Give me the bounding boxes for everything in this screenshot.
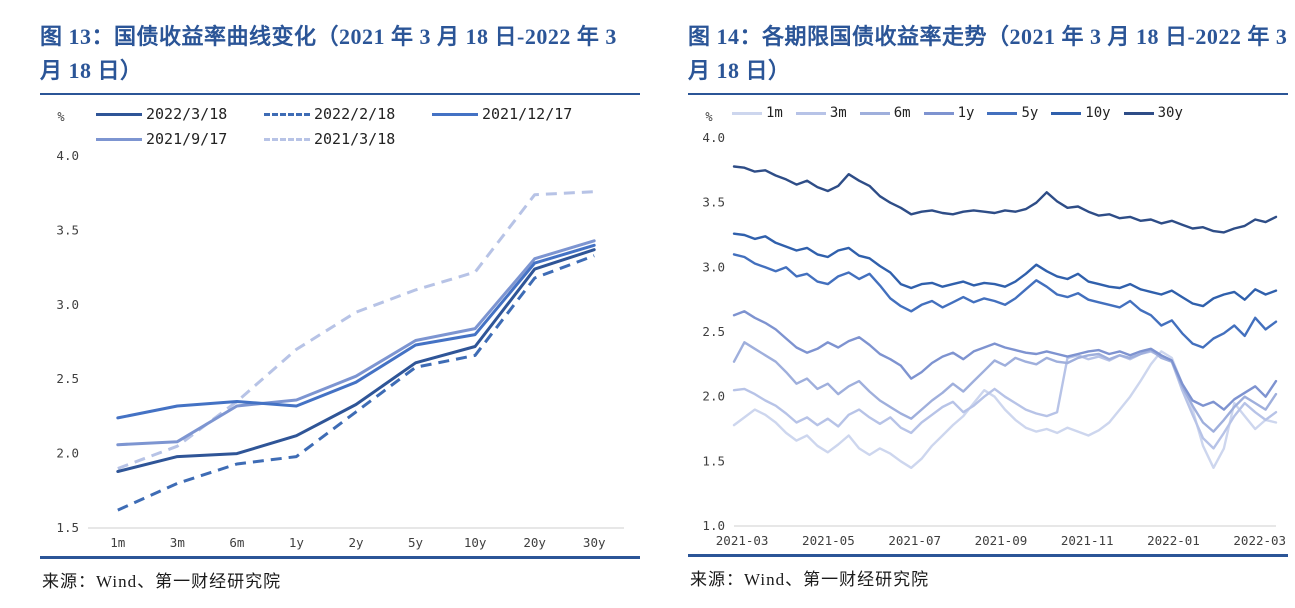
source-note: 来源：Wind、第一财经研究院 — [690, 570, 930, 590]
series-line-2022-2-18 — [117, 254, 595, 512]
series-line-5y — [732, 253, 1278, 349]
legend-label: 2021/12/17 — [482, 105, 573, 124]
legend-line-swatch — [987, 111, 1018, 115]
x-tick-label: 1y — [289, 535, 305, 550]
legend-line-swatch — [96, 137, 142, 141]
x-tick-label: 30y — [583, 535, 606, 550]
series-line-30y — [732, 165, 1278, 234]
legend-label: 5y — [1021, 105, 1039, 122]
legend-line-swatch — [1051, 111, 1082, 115]
legend-label: 1y — [957, 105, 975, 122]
title-divider — [40, 93, 640, 96]
y-tick-label: 2.0 — [56, 446, 79, 461]
series-line-10y — [732, 232, 1278, 308]
legend-item-2021-9-17: 2021/9/17 — [96, 130, 264, 148]
chart-title-figure13: 图 13：国债收益率曲线变化（2021 年 3 月 18 日-2022 年 3 … — [40, 24, 617, 84]
legend-label: 10y — [1085, 105, 1111, 122]
legend-line-swatch — [1123, 111, 1154, 115]
y-tick-label: 2.5 — [702, 324, 725, 339]
y-tick-label: 4.0 — [56, 148, 79, 163]
series-line-2021-12-17 — [116, 243, 596, 420]
y-tick-label: 3.0 — [56, 297, 79, 312]
y-axis-unit-label: % — [705, 110, 713, 125]
page: 图 13：国债收益率曲线变化（2021 年 3 月 18 日-2022 年 3 … — [40, 20, 1288, 592]
legend-line-swatch — [264, 137, 310, 141]
x-tick-label: 2y — [348, 535, 364, 550]
source-divider — [688, 554, 1288, 558]
x-tick-label: 2022-03 — [1233, 533, 1286, 548]
legend-item-5y: 5y — [987, 105, 1038, 121]
x-tick-label: 2021-05 — [802, 533, 855, 548]
legend-item-2021-3-18: 2021/3/18 — [264, 130, 432, 148]
legend-item-1m: 1m — [732, 105, 783, 121]
y-tick-label: 2.5 — [56, 371, 79, 386]
legend-label: 1m — [766, 105, 783, 122]
series-line-2022-3-18 — [116, 248, 596, 474]
x-tick-label: 6m — [229, 535, 244, 550]
x-tick-label: 2021-11 — [1061, 533, 1114, 548]
legend-line-swatch — [795, 111, 826, 115]
yield-trend-chart: 1.0 1.5 2.0 2.5 3.0 3.5 4.0 2021-03 2021-05 2021-… — [702, 130, 1286, 548]
legend-item-3m: 3m — [795, 105, 847, 122]
y-tick-label: 4.0 — [702, 130, 725, 145]
chart-legend: 1m 3m 6m 1y 5y 10y 30y — [730, 105, 1183, 121]
legend-line-swatch — [923, 111, 954, 115]
y-tick-label: 3.5 — [56, 223, 79, 238]
chart-panel-yield-curve: 图 13：国债收益率曲线变化（2021 年 3 月 18 日-2022 年 3 … — [40, 20, 640, 592]
x-tick-label: 2022-01 — [1147, 533, 1200, 548]
source-note: 来源：Wind、第一财经研究院 — [42, 572, 282, 592]
chart-header: % 1m 3m 6m 1y 5y 10y 30y — [688, 105, 1288, 124]
legend-line-swatch — [732, 111, 762, 115]
title-divider — [688, 93, 1288, 96]
legend-label: 6m — [893, 105, 911, 122]
x-tick-label: 2021-09 — [975, 533, 1028, 548]
y-axis-unit-label: % — [57, 110, 65, 125]
legend-item-30y: 30y — [1123, 105, 1183, 122]
y-tick-label: 1.5 — [56, 520, 79, 535]
x-tick-label: 5y — [408, 535, 424, 550]
chart-header: % 2022/3/18 2022/2/18 2021/12/17 2021/9/17 2… — [40, 105, 640, 148]
legend-line-swatch — [432, 112, 478, 116]
y-tick-label: 1.0 — [702, 518, 725, 533]
x-tick-label: 2021-03 — [716, 533, 769, 548]
legend-item-10y: 10y — [1051, 105, 1111, 122]
legend-label: 3m — [829, 105, 847, 122]
source-divider — [40, 556, 640, 560]
chart-panel-yield-trend: 图 14：各期限国债收益率走势（2021 年 3 月 18 日-2022 年 3… — [688, 20, 1288, 592]
x-tick-label: 20y — [523, 535, 546, 550]
series-line-3m — [732, 350, 1278, 450]
legend-item-2022-3-18: 2022/3/18 — [96, 105, 264, 123]
chart-title-figure14: 图 14：各期限国债收益率走势（2021 年 3 月 18 日-2022 年 3… — [688, 24, 1288, 84]
legend-item-2022-2-18: 2022/2/18 — [264, 105, 432, 123]
y-tick-label: 3.5 — [702, 195, 725, 210]
legend-line-swatch — [96, 112, 142, 116]
x-tick-label: 10y — [464, 535, 487, 550]
legend-label: 2022/3/18 — [146, 105, 228, 124]
legend-label: 2021/9/17 — [146, 130, 228, 149]
series-line-2021-3-18 — [117, 190, 595, 471]
series-line-2021-9-17 — [116, 239, 596, 447]
legend-line-swatch — [264, 112, 310, 116]
y-tick-label: 2.0 — [702, 389, 725, 404]
series-line-6m — [732, 341, 1278, 433]
x-tick-label: 1m — [110, 535, 125, 550]
legend-item-2021-12-17: 2021/12/17 — [432, 105, 572, 123]
yield-curve-chart: 1.5 2.0 2.5 3.0 3.5 4.0 1m 3m 6m 1y 2y 5y 10y 20y 30y — [56, 148, 624, 550]
legend-label: 2021/3/18 — [314, 130, 396, 149]
legend-line-swatch — [859, 111, 890, 115]
x-tick-label: 2021-07 — [888, 533, 941, 548]
y-tick-label: 3.0 — [702, 260, 725, 275]
legend-item-1y: 1y — [923, 105, 975, 122]
chart-legend: 2022/3/18 2022/2/18 2021/12/17 2021/9/17 202… — [82, 105, 572, 148]
series-line-1y — [732, 310, 1278, 411]
legend-label: 2022/2/18 — [314, 105, 396, 124]
legend-label: 30y — [1157, 105, 1183, 122]
y-tick-label: 1.5 — [702, 454, 725, 469]
x-tick-label: 3m — [170, 535, 185, 550]
legend-item-6m: 6m — [859, 105, 911, 122]
